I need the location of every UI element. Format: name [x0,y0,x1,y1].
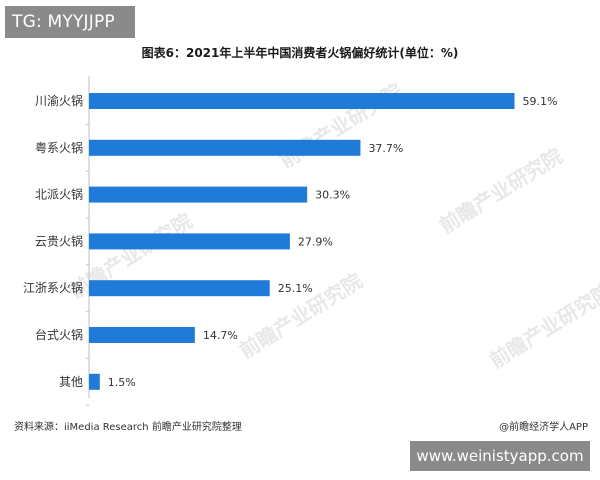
category-label: 台式火锅 [35,327,83,342]
category-label: 北派火锅 [35,187,83,202]
bar [89,373,100,390]
category-label: 其他 [59,375,83,389]
watermark-bottom-tag: www.weinistyapp.com [410,441,590,471]
bar [89,93,515,109]
category-label: 粤系火锅 [35,140,83,155]
bar [89,280,270,297]
source-note: 资料来源：iiMedia Research 前瞻产业研究院整理 [14,422,242,433]
data-label: 14.7% [203,329,238,342]
credit-text: @前瞻经济学人APP [499,422,588,433]
bar [89,186,308,203]
category-label: 川渝火锅 [35,93,83,108]
bar-chart: 川渝火锅 59.1% 粤系火锅 37.7% 北派火锅 30.3% 云贵火锅 27.9% 江浙系火… [23,76,558,406]
bar [89,233,290,250]
data-label: 25.1% [278,282,313,295]
bar [89,139,361,156]
data-label: 37.7% [368,142,403,155]
category-label: 江浙系火锅 [23,280,83,295]
chart-title: 图表6：2021年上半年中国消费者火锅偏好统计(单位：%) [141,46,459,60]
data-label: 1.5% [108,376,136,389]
category-label: 云贵火锅 [35,233,83,248]
data-label: 27.9% [298,235,333,248]
watermark-top-tag: TG: MYYJJPP [5,6,135,38]
data-label: 59.1% [523,95,558,108]
bar [89,327,195,343]
data-label: 30.3% [315,189,350,202]
